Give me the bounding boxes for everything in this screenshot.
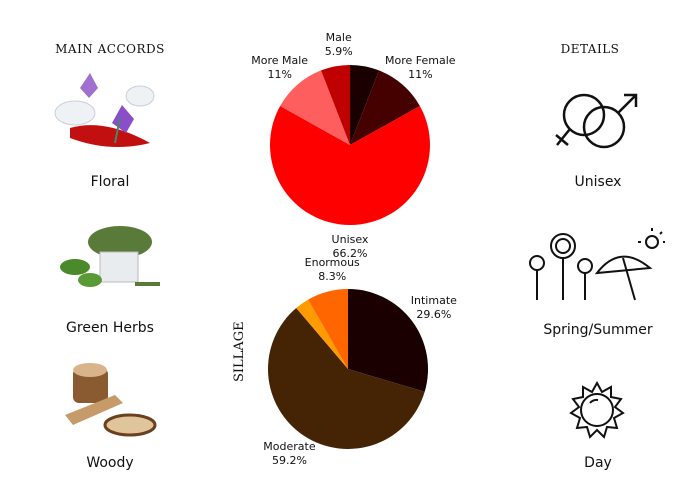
detail-unisex: Unisex — [574, 174, 622, 190]
pie-label-male: Male 5.9% — [324, 30, 353, 58]
pie-label-more-female: More Female 11% — [385, 54, 456, 82]
pie-slice-more-female — [350, 70, 420, 145]
detail-season: Spring/Summer — [543, 322, 653, 338]
pie-slice-unisex — [270, 106, 430, 225]
pie-label-more-male: More Male 11% — [251, 54, 309, 82]
accord-green-herbs: Green Herbs — [66, 320, 154, 336]
sillage-title: SILLAGE — [232, 321, 247, 382]
pie-label-unisex: Unisex 66.2% — [331, 233, 369, 260]
herbs-pot-image — [60, 226, 160, 287]
pie-slice-more-male — [280, 70, 350, 145]
pie-slice-female — [350, 65, 379, 145]
details-heading: DETAILS — [560, 42, 620, 56]
sun-icon — [569, 380, 625, 439]
pie-label-moderate: Moderate 59.2% — [263, 440, 316, 468]
pie-label-enormous: Enormous 8.3% — [304, 256, 360, 284]
wood-logs-image — [65, 363, 157, 437]
pie-slice-enormous — [308, 289, 348, 369]
pie-label-intimate: Intimate 29.6% — [410, 294, 457, 321]
accord-floral: Floral — [90, 174, 130, 190]
saffron-flower-image — [54, 73, 155, 147]
pie-slice-strong — [296, 299, 348, 369]
main-accords-heading: MAIN ACCORDS — [55, 42, 165, 56]
pie-slice-moderate — [267, 308, 425, 450]
flowers-umbrella-icon — [529, 228, 665, 301]
gender-symbols-icon — [555, 93, 638, 149]
pie-slice-intimate — [348, 289, 429, 392]
pie-slice-male — [321, 65, 350, 145]
accord-woody: Woody — [86, 455, 134, 471]
detail-time: Day — [584, 455, 612, 471]
